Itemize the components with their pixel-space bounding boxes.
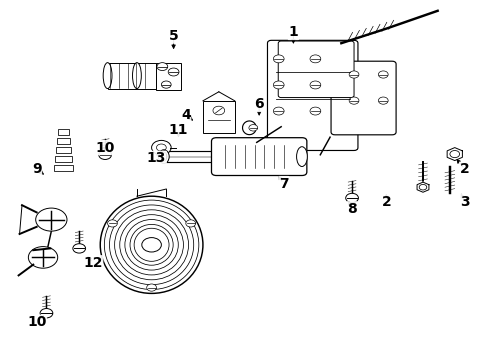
FancyBboxPatch shape: [278, 41, 353, 98]
Circle shape: [99, 150, 111, 159]
Circle shape: [309, 55, 320, 63]
Circle shape: [348, 71, 358, 78]
Circle shape: [40, 309, 53, 318]
Text: 6: 6: [254, 98, 264, 111]
Ellipse shape: [100, 196, 203, 293]
Circle shape: [73, 244, 85, 253]
Circle shape: [213, 106, 224, 115]
Text: 2: 2: [381, 195, 390, 208]
Circle shape: [309, 107, 320, 115]
Polygon shape: [446, 148, 462, 161]
Text: 10: 10: [95, 141, 115, 154]
Circle shape: [161, 81, 171, 88]
Circle shape: [107, 220, 117, 227]
FancyBboxPatch shape: [267, 40, 357, 150]
Circle shape: [378, 71, 387, 78]
Text: 2: 2: [459, 162, 468, 176]
Text: 4: 4: [181, 108, 190, 122]
Circle shape: [378, 97, 387, 104]
Circle shape: [248, 125, 257, 131]
Bar: [156, 63, 181, 90]
Circle shape: [157, 63, 167, 71]
Circle shape: [348, 97, 358, 104]
Circle shape: [345, 193, 358, 203]
Circle shape: [449, 150, 459, 158]
Bar: [107, 63, 156, 89]
Text: 1: 1: [288, 26, 298, 39]
Circle shape: [185, 220, 195, 227]
Circle shape: [273, 81, 284, 89]
Bar: [56, 147, 71, 153]
Ellipse shape: [103, 63, 112, 89]
Circle shape: [273, 55, 284, 63]
Circle shape: [28, 247, 58, 268]
Ellipse shape: [132, 63, 141, 89]
FancyBboxPatch shape: [330, 61, 395, 135]
Text: 12: 12: [83, 256, 102, 270]
Text: 5: 5: [168, 29, 178, 43]
Text: 9: 9: [32, 162, 41, 176]
Text: 11: 11: [168, 123, 188, 136]
Ellipse shape: [158, 150, 169, 163]
Circle shape: [36, 208, 67, 231]
Circle shape: [273, 107, 284, 115]
Text: 10: 10: [27, 315, 46, 329]
Bar: [54, 165, 73, 171]
Bar: [203, 101, 234, 133]
Polygon shape: [416, 182, 428, 192]
Bar: [57, 138, 70, 144]
Ellipse shape: [296, 147, 307, 166]
Circle shape: [142, 238, 161, 252]
Circle shape: [418, 184, 426, 190]
Bar: [58, 129, 69, 135]
Circle shape: [146, 284, 156, 291]
Text: 7: 7: [278, 177, 288, 190]
Circle shape: [151, 140, 171, 155]
FancyBboxPatch shape: [211, 138, 306, 176]
Text: 13: 13: [146, 152, 166, 165]
Bar: [55, 156, 72, 162]
Circle shape: [168, 68, 179, 76]
Circle shape: [309, 81, 320, 89]
Text: 8: 8: [346, 202, 356, 216]
Text: 3: 3: [459, 195, 468, 208]
